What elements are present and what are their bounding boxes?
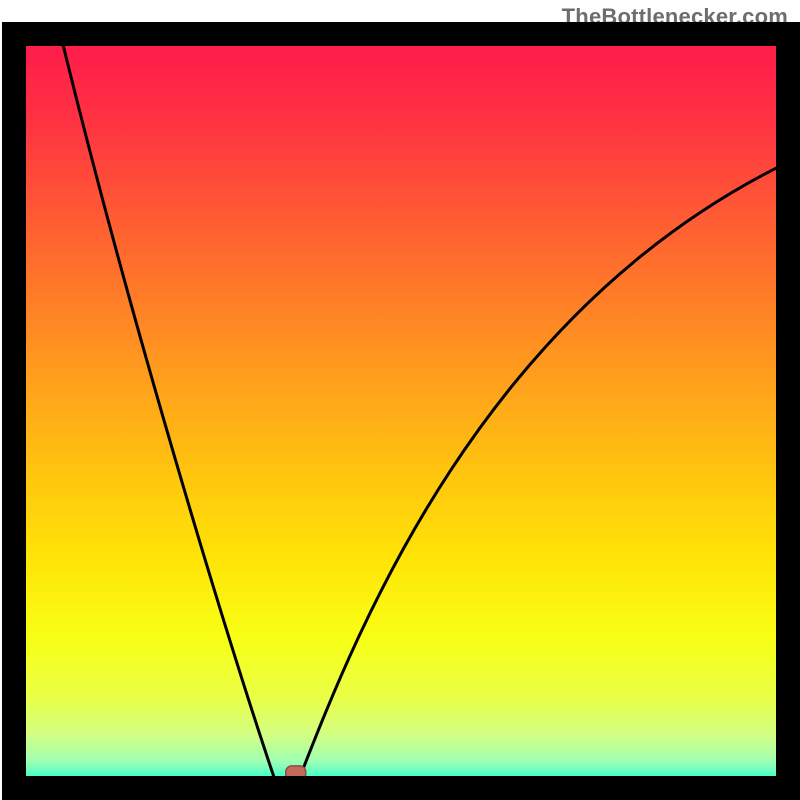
plot-background — [14, 34, 788, 788]
chart-group — [14, 34, 788, 788]
stage: TheBottlenecker.com — [0, 0, 800, 800]
bottleneck-chart — [0, 0, 800, 800]
